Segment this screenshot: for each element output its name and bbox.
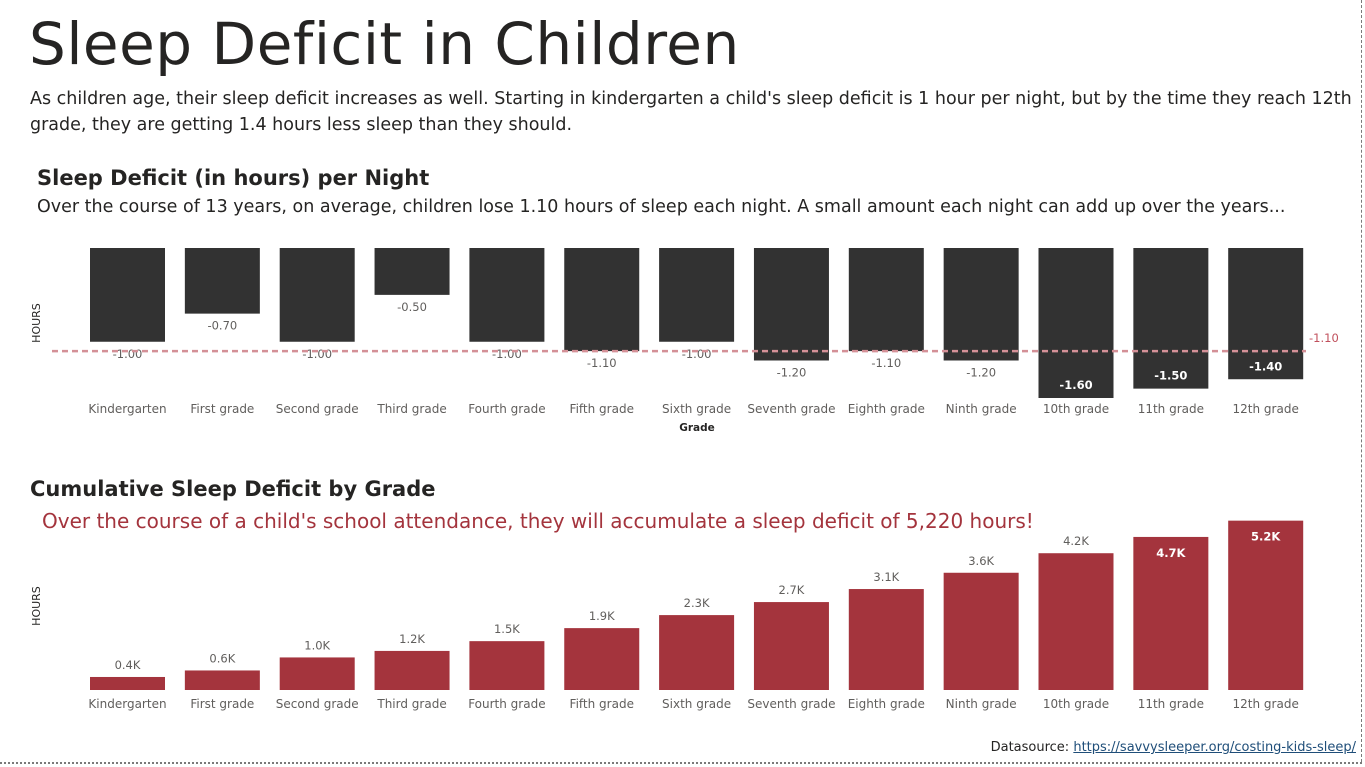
- data-label: -0.50: [397, 300, 427, 314]
- bar: [659, 615, 735, 690]
- page-border-right: [1361, 0, 1362, 762]
- bar: [1228, 248, 1304, 380]
- x-tick-label: Fifth grade: [570, 697, 634, 711]
- data-label: -1.00: [492, 347, 522, 361]
- nightly-deficit-bar-chart[interactable]: -1.00 Kindergarten -0.70 First grade -1.00 Se…: [0, 230, 1365, 440]
- data-label: -1.60: [1059, 378, 1092, 392]
- bar: [184, 248, 260, 314]
- x-tick-label: Fourth grade: [468, 697, 545, 711]
- cumulative-deficit-bar-chart[interactable]: 0.4K Kindergarten 0.6K First grade 1.0K Secon…: [0, 510, 1365, 725]
- x-tick-label: Sixth grade: [662, 697, 731, 711]
- x-tick-label: Eighth grade: [848, 402, 925, 416]
- bar: [1038, 553, 1114, 690]
- y-axis-title: HOURS: [30, 586, 43, 626]
- bar: [279, 248, 355, 342]
- data-label: 0.4K: [115, 658, 141, 672]
- bar: [184, 670, 260, 690]
- x-tick-label: Second grade: [276, 402, 359, 416]
- datasource-link[interactable]: https://savvysleeper.org/costing-kids-sl…: [1073, 740, 1356, 755]
- data-label: 1.5K: [494, 622, 520, 636]
- bar: [1228, 520, 1304, 690]
- data-label: 1.2K: [399, 632, 425, 646]
- data-label: -1.40: [1249, 359, 1282, 373]
- data-label: 1.0K: [304, 638, 330, 652]
- bar: [1133, 536, 1209, 690]
- x-tick-label: 10th grade: [1043, 402, 1109, 416]
- cumulative-deficit-chart-subtitle: Over the course of a child's school atte…: [42, 509, 1034, 533]
- x-tick-label: First grade: [190, 402, 254, 416]
- x-tick-label: Fifth grade: [570, 402, 634, 416]
- bar: [90, 676, 165, 690]
- x-tick-label: Ninth grade: [946, 402, 1017, 416]
- page-intro-text: As children age, their sleep deficit inc…: [30, 89, 1352, 135]
- x-tick-label: Third grade: [376, 402, 446, 416]
- data-label: 0.6K: [209, 651, 235, 665]
- x-tick-label: Seventh grade: [747, 402, 835, 416]
- x-axis-title: Grade: [679, 422, 715, 434]
- average-reference-label: -1.10: [1309, 331, 1339, 345]
- data-label: 2.7K: [779, 583, 805, 597]
- nightly-deficit-chart-subtitle: Over the course of 13 years, on average,…: [37, 197, 1286, 217]
- bar: [848, 589, 924, 690]
- x-tick-label: 11th grade: [1138, 697, 1204, 711]
- bar: [469, 641, 545, 690]
- cumulative-deficit-chart-title: Cumulative Sleep Deficit by Grade: [30, 477, 436, 501]
- bar: [90, 248, 165, 342]
- x-tick-label: 11th grade: [1138, 402, 1204, 416]
- nightly-deficit-chart-title: Sleep Deficit (in hours) per Night: [37, 166, 430, 190]
- bar: [279, 657, 355, 690]
- x-tick-label: Ninth grade: [946, 697, 1017, 711]
- data-label: -1.10: [871, 356, 901, 370]
- x-tick-label: Second grade: [276, 697, 359, 711]
- bar: [564, 248, 640, 352]
- bar: [659, 248, 735, 342]
- data-label: -1.50: [1154, 369, 1187, 383]
- data-label: 4.7K: [1156, 546, 1186, 560]
- bar: [848, 248, 924, 352]
- bar: [1038, 248, 1114, 398]
- data-label: 4.2K: [1063, 534, 1089, 548]
- bar: [374, 248, 450, 295]
- data-label: -1.20: [966, 366, 996, 380]
- bar: [469, 248, 545, 342]
- x-tick-label: Third grade: [376, 697, 446, 711]
- x-tick-label: 10th grade: [1043, 697, 1109, 711]
- bar: [564, 628, 640, 690]
- x-tick-label: 12th grade: [1233, 697, 1299, 711]
- data-label: 2.3K: [684, 596, 710, 610]
- bar: [753, 248, 829, 361]
- y-axis-title: HOURS: [30, 303, 43, 343]
- x-tick-label: Kindergarten: [88, 697, 166, 711]
- bar: [1133, 248, 1209, 389]
- data-label: -1.00: [682, 347, 712, 361]
- x-tick-label: Fourth grade: [468, 402, 545, 416]
- x-tick-label: Sixth grade: [662, 402, 731, 416]
- x-tick-label: Kindergarten: [88, 402, 166, 416]
- bar: [753, 602, 829, 690]
- data-label: 1.9K: [589, 609, 615, 623]
- data-label: -0.70: [207, 319, 237, 333]
- x-tick-label: First grade: [190, 697, 254, 711]
- data-label: -1.00: [302, 347, 332, 361]
- page-title: Sleep Deficit in Children: [29, 10, 740, 78]
- bar: [374, 650, 450, 690]
- data-label: -1.10: [587, 356, 617, 370]
- datasource-footer: Datasource: https://savvysleeper.org/cos…: [991, 740, 1356, 755]
- x-tick-label: Seventh grade: [747, 697, 835, 711]
- bar: [943, 248, 1019, 361]
- x-tick-label: Eighth grade: [848, 697, 925, 711]
- x-tick-label: 12th grade: [1233, 402, 1299, 416]
- data-label: -1.00: [113, 347, 143, 361]
- data-label: -1.20: [777, 366, 807, 380]
- data-label: 5.2K: [1251, 530, 1281, 544]
- datasource-label: Datasource:: [990, 740, 1070, 755]
- page-border-bottom: [0, 762, 1362, 764]
- data-label: 3.6K: [968, 554, 994, 568]
- data-label: 3.1K: [873, 570, 899, 584]
- bar: [943, 572, 1019, 690]
